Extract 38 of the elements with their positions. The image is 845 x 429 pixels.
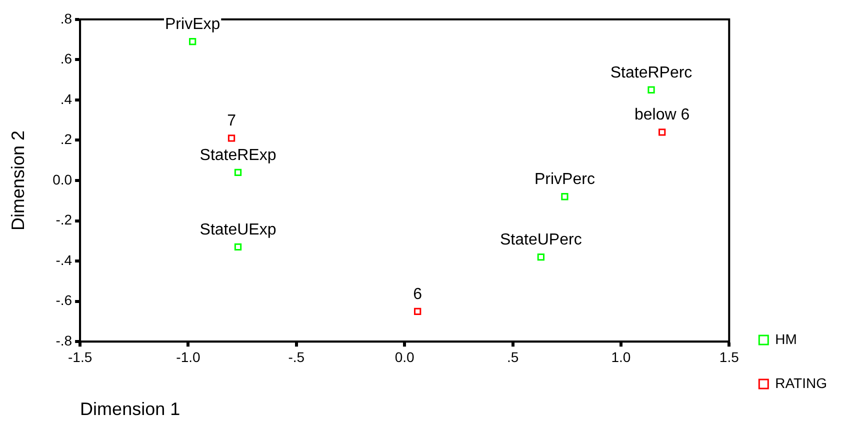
point	[658, 128, 666, 136]
point	[648, 86, 655, 94]
y-axis-title: Dimension 2	[8, 130, 28, 231]
legend-label: RATING	[775, 374, 828, 391]
y-tick-label: -.4	[56, 252, 72, 268]
x-tick-label: 1.0	[611, 348, 631, 365]
annotation: PrivPerc	[534, 171, 595, 188]
point	[228, 134, 236, 142]
y-tick-label: -.6	[56, 292, 72, 308]
annotation: 7	[227, 112, 236, 130]
annotation: PrivExp	[165, 16, 220, 33]
y-tick-label: .8	[60, 10, 72, 26]
y-tick-label: 0.0	[52, 171, 72, 188]
point	[414, 308, 422, 315]
x-tick-label: 0.0	[394, 348, 415, 365]
x-tick-label: 1.5	[719, 348, 740, 365]
point	[234, 243, 242, 251]
legend-label: HM	[775, 330, 797, 347]
x-tick-label: -1.5	[68, 348, 92, 365]
y-tick-label: .4	[60, 90, 72, 107]
annotation: below 6	[634, 106, 690, 124]
annotation: StateRPerc	[610, 64, 692, 82]
y-tick-label: .6	[60, 50, 72, 67]
annotation: 6	[413, 286, 422, 303]
annotation: StateRExp	[200, 146, 276, 164]
y-tick-label: .2	[60, 131, 72, 148]
point	[537, 253, 544, 261]
y-tick-label: -.8	[56, 332, 72, 348]
annotation: StateUExp	[200, 221, 276, 238]
x-tick-label: -1.0	[176, 348, 201, 365]
point	[561, 193, 568, 200]
point	[188, 38, 196, 46]
x-axis-title: Dimension 1	[80, 399, 180, 420]
x-tick-label: .5	[506, 348, 519, 365]
point	[234, 168, 242, 176]
y-tick-label: -.2	[56, 212, 72, 228]
x-tick-label: -.5	[288, 348, 305, 365]
annotation: StateUPerc	[500, 231, 582, 248]
